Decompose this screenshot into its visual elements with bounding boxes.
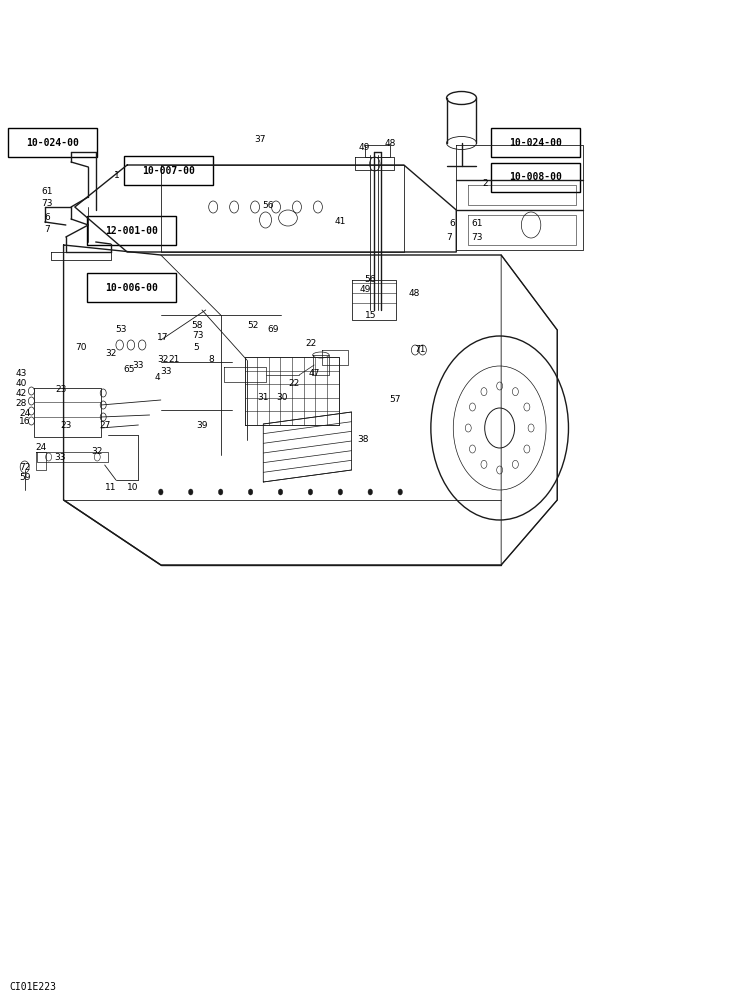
Text: 58: 58 — [191, 320, 203, 330]
FancyBboxPatch shape — [491, 163, 580, 192]
Text: 56: 56 — [364, 274, 376, 284]
Text: 72: 72 — [19, 462, 31, 472]
Text: 73: 73 — [471, 232, 483, 241]
Text: 6: 6 — [44, 213, 50, 222]
Text: 4: 4 — [154, 372, 160, 381]
Text: 22: 22 — [288, 379, 300, 388]
Text: 5: 5 — [193, 342, 199, 352]
Text: 47: 47 — [308, 369, 320, 378]
Text: 37: 37 — [254, 135, 266, 144]
Text: 49: 49 — [358, 143, 370, 152]
Text: 24: 24 — [19, 410, 31, 418]
Text: 8: 8 — [208, 355, 214, 363]
Text: 10-024-00: 10-024-00 — [26, 138, 79, 148]
Text: 39: 39 — [196, 420, 208, 430]
Text: 12-001-00: 12-001-00 — [105, 226, 158, 235]
Text: 56: 56 — [262, 200, 274, 210]
Text: 17: 17 — [157, 332, 169, 342]
Text: 38: 38 — [358, 434, 370, 444]
Text: 65: 65 — [123, 364, 135, 373]
Text: 33: 33 — [160, 367, 172, 376]
Circle shape — [368, 489, 373, 495]
Text: 2: 2 — [482, 180, 488, 188]
Text: 59: 59 — [19, 473, 31, 482]
FancyBboxPatch shape — [87, 273, 176, 302]
Circle shape — [308, 489, 313, 495]
Text: 1: 1 — [114, 172, 120, 180]
Text: 23: 23 — [55, 384, 67, 393]
Circle shape — [159, 489, 163, 495]
Text: 22: 22 — [305, 340, 317, 349]
Circle shape — [218, 489, 223, 495]
Text: 57: 57 — [389, 394, 401, 403]
Circle shape — [248, 489, 253, 495]
Text: 32: 32 — [157, 356, 169, 364]
Text: 61: 61 — [41, 188, 53, 196]
Text: 10-007-00: 10-007-00 — [142, 166, 195, 176]
Text: 7: 7 — [446, 232, 452, 241]
Text: 73: 73 — [192, 332, 204, 340]
Text: 42: 42 — [15, 389, 27, 398]
Text: 23: 23 — [60, 420, 72, 430]
Circle shape — [278, 489, 283, 495]
Text: 31: 31 — [257, 392, 269, 401]
Text: 53: 53 — [115, 324, 127, 334]
Circle shape — [398, 489, 402, 495]
Text: 32: 32 — [105, 350, 117, 359]
Text: 11: 11 — [105, 483, 117, 491]
Text: 28: 28 — [15, 399, 27, 408]
Text: 10-008-00: 10-008-00 — [509, 172, 562, 182]
Text: 6: 6 — [450, 220, 456, 229]
Text: 73: 73 — [41, 200, 53, 209]
Text: 30: 30 — [276, 392, 288, 401]
FancyBboxPatch shape — [491, 128, 580, 157]
Circle shape — [188, 489, 193, 495]
Text: 27: 27 — [99, 420, 111, 430]
Text: 71: 71 — [414, 344, 426, 354]
Text: 70: 70 — [75, 342, 87, 352]
Text: 33: 33 — [54, 452, 66, 462]
Text: 48: 48 — [384, 138, 396, 147]
Circle shape — [338, 489, 343, 495]
Text: 48: 48 — [408, 290, 420, 298]
Text: 33: 33 — [132, 360, 144, 369]
Text: 21: 21 — [168, 356, 180, 364]
Text: 10: 10 — [126, 483, 138, 491]
Text: 10-006-00: 10-006-00 — [105, 283, 158, 293]
Text: 41: 41 — [334, 218, 346, 227]
Text: 7: 7 — [44, 226, 50, 234]
Text: 15: 15 — [365, 310, 377, 320]
Text: 10-024-00: 10-024-00 — [509, 138, 562, 148]
Text: 61: 61 — [471, 220, 483, 229]
Text: 24: 24 — [35, 442, 47, 452]
Text: 16: 16 — [19, 418, 31, 426]
Text: 32: 32 — [91, 448, 103, 456]
Text: 69: 69 — [267, 324, 279, 334]
FancyBboxPatch shape — [8, 128, 97, 157]
FancyBboxPatch shape — [124, 156, 213, 185]
FancyBboxPatch shape — [87, 216, 176, 245]
Text: 49: 49 — [359, 284, 371, 294]
Text: 43: 43 — [15, 369, 27, 378]
Text: 40: 40 — [15, 379, 27, 388]
Text: 52: 52 — [247, 320, 259, 330]
Text: CI01E223: CI01E223 — [10, 982, 57, 992]
